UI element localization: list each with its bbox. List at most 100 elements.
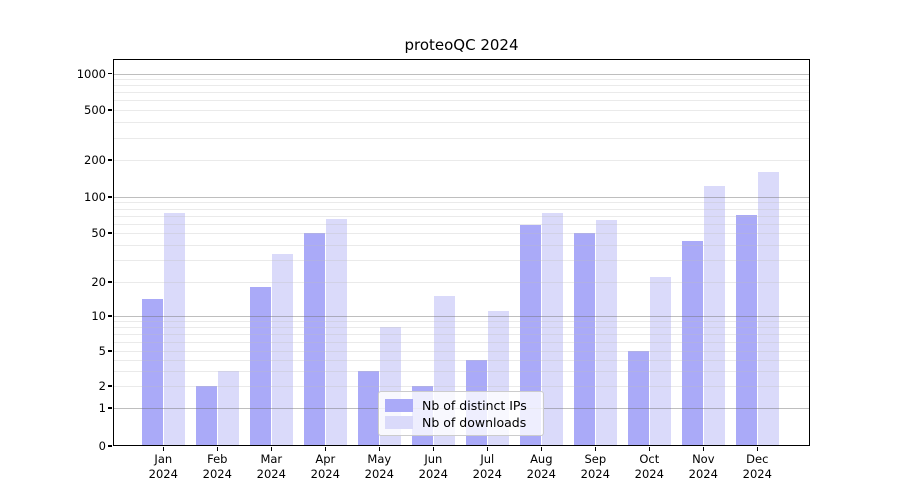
y-axis-tick — [108, 281, 112, 283]
x-axis-tick-label: May 2024 — [364, 452, 394, 481]
downloads-bar-dec — [758, 171, 780, 446]
x-axis-tick-label: Apr 2024 — [310, 452, 340, 481]
minor-gridline — [114, 208, 809, 210]
x-axis-tick — [162, 447, 164, 451]
legend-item-distinct-ips: Nb of distinct IPs — [385, 397, 535, 413]
x-axis-tick-label: Mar 2024 — [256, 452, 286, 481]
y-axis-tick — [108, 315, 112, 317]
y-axis-tick-label: 10 — [91, 309, 106, 323]
x-axis-tick — [702, 447, 704, 451]
y-axis-tick-label: 1 — [98, 401, 106, 415]
x-axis-tick-label: Sep 2024 — [580, 452, 610, 481]
minor-gridline — [114, 223, 809, 225]
downloads-bar-mar — [272, 253, 294, 446]
distinct-ips-bar-jan — [142, 299, 164, 446]
chart-legend: Nb of distinct IPs Nb of downloads — [378, 391, 544, 436]
distinct-ips-bar-aug — [520, 225, 542, 446]
major-gridline — [114, 73, 809, 75]
x-axis-tick — [270, 447, 272, 451]
x-axis-tick-label: Jun 2024 — [418, 452, 448, 481]
minor-gridline — [114, 244, 809, 246]
distinct-ips-bar-apr — [304, 233, 326, 446]
y-axis-tick — [108, 407, 112, 409]
downloads-bar-sep — [596, 220, 618, 446]
y-axis-tick — [108, 72, 112, 75]
minor-gridline — [114, 122, 809, 124]
minor-gridline — [114, 341, 809, 343]
downloads-bar-nov — [704, 185, 726, 446]
distinct-ips-bar-nov — [682, 241, 704, 446]
minor-gridline — [114, 386, 809, 387]
x-axis-tick — [378, 447, 380, 451]
downloads-bar-feb — [218, 370, 240, 446]
minor-gridline — [114, 327, 809, 329]
distinct-ips-bar-oct — [628, 351, 650, 446]
legend-color-swatch-distinct-ips — [385, 398, 413, 412]
minor-gridline — [114, 282, 809, 283]
x-axis-tick — [432, 447, 434, 451]
legend-label: Nb of distinct IPs — [422, 397, 527, 413]
distinct-ips-bar-may — [358, 370, 380, 446]
major-gridline — [114, 316, 809, 317]
x-axis-tick — [486, 447, 488, 451]
minor-gridline — [114, 92, 809, 94]
minor-gridline — [114, 79, 809, 81]
distinct-ips-bar-feb — [196, 386, 218, 446]
x-axis-tick-label: Jul 2024 — [472, 452, 502, 481]
minor-gridline — [114, 233, 809, 234]
y-axis-tick-label: 500 — [84, 103, 106, 117]
legend-item-downloads: Nb of downloads — [385, 414, 535, 430]
x-axis-tick-label: Aug 2024 — [526, 452, 556, 481]
minor-gridline — [114, 260, 809, 262]
downloads-bar-jan — [164, 213, 186, 446]
y-axis-tick-label: 1000 — [76, 66, 106, 81]
y-axis-tick — [108, 196, 112, 198]
x-axis-tick-label: Feb 2024 — [202, 452, 232, 481]
x-axis-tick — [756, 447, 758, 451]
y-axis-tick-label: 5 — [98, 344, 106, 358]
minor-gridline — [114, 370, 809, 372]
y-axis-tick-label: 0 — [98, 439, 106, 453]
y-axis-tick-label: 50 — [91, 226, 106, 240]
x-axis-tick-label: Dec 2024 — [742, 452, 772, 481]
minor-gridline — [114, 351, 809, 352]
downloads-bar-aug — [542, 213, 564, 446]
y-axis-tick-label: 100 — [84, 190, 106, 204]
legend-label: Nb of downloads — [422, 414, 527, 430]
minor-gridline — [114, 321, 809, 323]
y-axis-tick — [108, 159, 112, 161]
downloads-bar-oct — [650, 276, 672, 446]
y-axis-tick-label: 200 — [84, 153, 106, 167]
y-axis-tick — [108, 445, 112, 447]
y-axis-tick-label: 2 — [98, 379, 106, 393]
x-axis-tick — [648, 447, 650, 451]
minor-gridline — [114, 100, 809, 102]
y-axis-tick — [108, 350, 112, 352]
minor-gridline — [114, 85, 809, 87]
minor-gridline — [114, 359, 809, 361]
x-axis-tick — [324, 447, 326, 451]
y-axis-tick-label: 20 — [91, 275, 106, 289]
minor-gridline — [114, 160, 809, 161]
distinct-ips-bar-sep — [574, 233, 596, 446]
distinct-ips-bar-dec — [736, 214, 758, 446]
x-axis-tick — [594, 447, 596, 451]
y-axis-tick — [108, 109, 112, 111]
minor-gridline — [114, 202, 809, 204]
x-axis-tick-label: Oct 2024 — [634, 452, 664, 481]
legend-color-swatch-downloads — [385, 415, 413, 429]
minor-gridline — [114, 110, 809, 111]
downloads-bar-apr — [326, 219, 348, 446]
minor-gridline — [114, 215, 809, 217]
y-axis-tick — [108, 232, 112, 234]
major-gridline — [114, 197, 809, 198]
minor-gridline — [114, 334, 809, 335]
x-axis-tick — [540, 447, 542, 451]
x-axis-tick-label: Nov 2024 — [688, 452, 718, 481]
x-axis-tick — [216, 447, 218, 451]
distinct-ips-bar-mar — [250, 287, 272, 446]
y-axis-tick — [108, 385, 112, 387]
minor-gridline — [114, 137, 809, 139]
chart-title: proteoQC 2024 — [404, 36, 519, 54]
x-axis-tick-label: Jan 2024 — [148, 452, 178, 481]
